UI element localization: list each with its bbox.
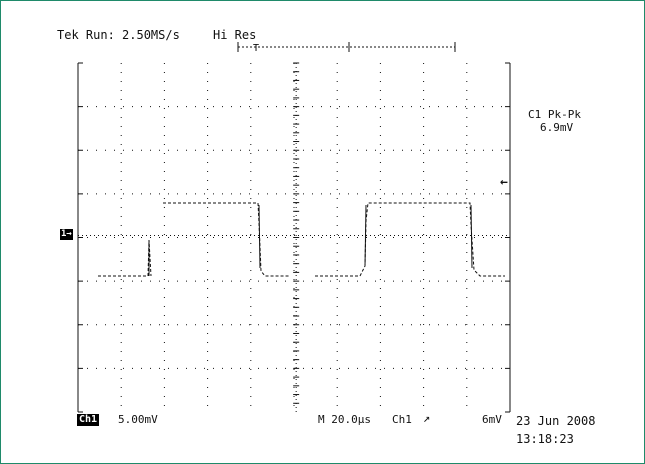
trigger-position-marker: T — [253, 43, 259, 54]
trace-transition — [364, 204, 367, 267]
trigger-source: Ch1 — [392, 413, 412, 426]
trigger-level: 6mV — [482, 413, 502, 426]
trigger-level-arrow: ← — [500, 175, 508, 190]
trigger-slope-icon: ↗ — [423, 411, 431, 425]
acquisition-mode: Hi Res — [213, 28, 257, 42]
channel-1-badge: Ch1 — [77, 414, 100, 426]
trace-transition — [470, 204, 473, 269]
measurement-value: 6.9mV — [540, 121, 574, 134]
measurement-label: C1 Pk-Pk — [528, 108, 581, 121]
channel-1-scale: 5.00mV — [118, 413, 158, 426]
run-status: Tek Run: 2.50MS/s — [57, 28, 180, 42]
channel-1-trace — [98, 202, 505, 277]
trace-transition — [258, 204, 261, 269]
time-readout: 13:18:23 — [516, 432, 574, 446]
timebase-readout: M 20.0µs — [318, 413, 371, 426]
channel-1-ground-marker: 1→ — [60, 229, 73, 240]
date-readout: 23 Jun 2008 — [516, 414, 596, 428]
